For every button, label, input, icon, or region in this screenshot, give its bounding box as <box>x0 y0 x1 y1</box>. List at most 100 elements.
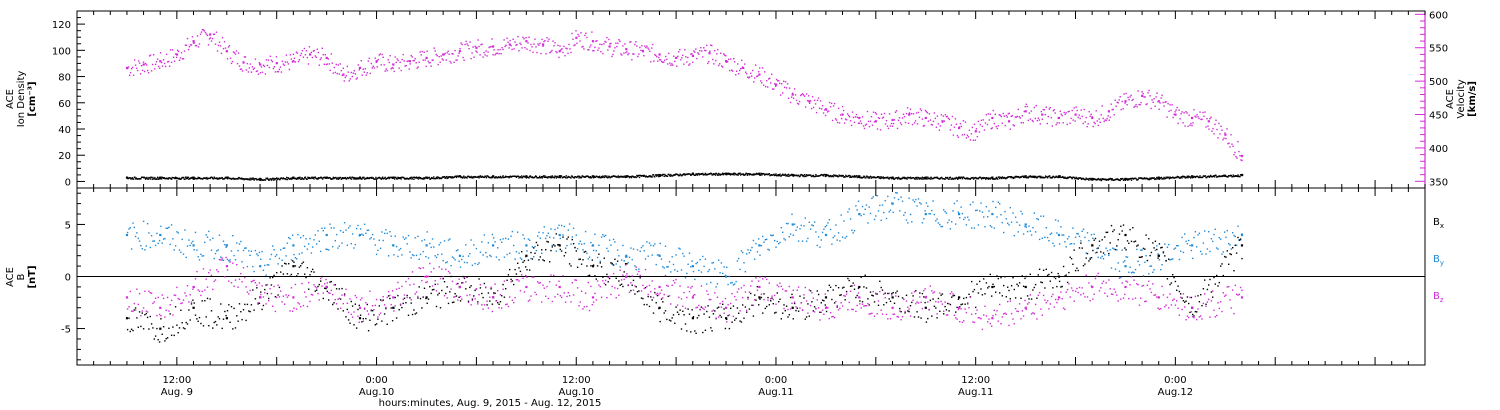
bx-fill <box>328 299 330 301</box>
density-fill <box>403 176 405 179</box>
bx-fill <box>1097 247 1099 249</box>
velocity-fill <box>1020 122 1022 124</box>
bx-fill <box>941 293 944 295</box>
density-fill <box>648 175 651 177</box>
velocity-fill <box>1188 114 1190 116</box>
velocity-fill <box>761 82 763 84</box>
velocity-fill <box>626 51 628 53</box>
bx-fill <box>691 309 693 311</box>
by-fill <box>169 243 171 246</box>
by-fill <box>370 236 372 239</box>
velocity-fill <box>1024 105 1026 108</box>
bx-fill <box>973 288 976 291</box>
velocity-fill <box>499 48 501 51</box>
density-fill <box>638 174 640 177</box>
density-fill <box>329 177 331 179</box>
time-tick-label: 0:00 <box>365 375 387 386</box>
velocity-tick-label: 600 <box>1429 10 1448 21</box>
velocity-fill <box>585 32 587 34</box>
velocity-fill <box>467 44 469 47</box>
velocity-fill <box>321 47 323 49</box>
bx-fill <box>1028 298 1030 300</box>
bx-fill <box>562 236 564 238</box>
velocity-fill <box>432 59 434 61</box>
velocity-fill <box>601 43 603 46</box>
velocity-fill <box>630 41 632 43</box>
density-fill <box>961 178 964 180</box>
density-fill <box>191 176 193 179</box>
density-fill <box>397 177 400 180</box>
bx-fill <box>987 287 989 289</box>
bx-fill <box>258 302 261 304</box>
velocity-point <box>292 60 295 63</box>
density-fill <box>490 177 492 179</box>
density-fill <box>1148 178 1151 181</box>
velocity-fill <box>464 43 466 46</box>
velocity-fill <box>511 48 513 51</box>
velocity-fill <box>1018 116 1020 118</box>
bx-fill <box>580 263 583 265</box>
density-fill <box>814 175 816 178</box>
velocity-fill <box>203 30 206 32</box>
velocity-fill <box>915 112 918 114</box>
bx-fill <box>383 313 386 315</box>
velocity-fill <box>938 129 941 131</box>
velocity-fill <box>788 87 791 89</box>
bx-fill <box>256 287 258 289</box>
by-fill <box>860 214 862 217</box>
by-fill <box>1138 264 1141 266</box>
bx-fill <box>706 310 708 313</box>
velocity-fill <box>926 112 929 114</box>
density-fill <box>1059 175 1061 177</box>
bx-fill <box>230 306 233 308</box>
by-fill <box>136 232 138 234</box>
density-fill <box>190 177 193 179</box>
velocity-fill <box>741 59 743 61</box>
bx-fill <box>603 257 605 259</box>
velocity-fill <box>694 51 696 53</box>
bx-fill <box>628 275 631 278</box>
density-fill <box>478 177 480 179</box>
velocity-fill <box>391 66 393 69</box>
bx-fill <box>366 303 368 306</box>
by-fill <box>1162 252 1165 254</box>
velocity-fill <box>352 72 354 74</box>
density-fill <box>435 176 438 178</box>
bx-fill <box>201 300 203 302</box>
density-fill <box>849 176 851 178</box>
by-fill <box>276 254 278 256</box>
velocity-point <box>209 33 212 36</box>
velocity-fill <box>871 124 874 126</box>
by-fill <box>1003 231 1005 234</box>
bx-fill <box>1040 281 1042 283</box>
density-fill <box>157 178 159 180</box>
by-fill <box>670 271 672 273</box>
density-fill <box>669 175 671 177</box>
velocity-fill <box>780 94 782 96</box>
by-fill <box>225 246 227 248</box>
by-fill <box>232 235 234 237</box>
density-point <box>591 175 595 178</box>
by-fill <box>1142 275 1145 277</box>
by-fill <box>607 250 609 252</box>
density-fill <box>1202 176 1204 178</box>
velocity-fill <box>1213 133 1215 135</box>
by-fill <box>1197 234 1199 236</box>
density-fill <box>919 178 921 180</box>
density-fill <box>736 173 739 175</box>
velocity-fill <box>282 63 285 65</box>
bx-fill <box>632 279 635 282</box>
by-fill <box>411 254 414 256</box>
velocity-fill <box>974 139 977 141</box>
by-fill <box>555 250 557 252</box>
by-fill <box>425 256 427 258</box>
bx-fill <box>1014 297 1017 299</box>
density-fill <box>188 178 190 180</box>
velocity-fill <box>170 61 173 64</box>
density-fill <box>366 176 368 179</box>
by-fill <box>760 245 763 247</box>
density-fill <box>666 175 669 177</box>
by-fill <box>971 227 973 229</box>
bx-fill <box>272 276 274 279</box>
density-fill <box>460 176 462 179</box>
